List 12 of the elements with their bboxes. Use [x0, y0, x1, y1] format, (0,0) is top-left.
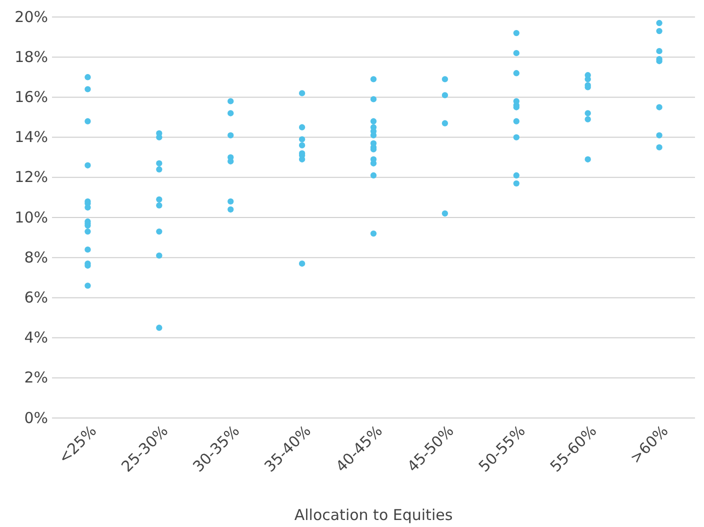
y-tick-label: 18%: [14, 48, 48, 66]
y-tick-label: 4%: [24, 328, 48, 347]
y-tick-label: 12%: [14, 168, 48, 186]
y-tick-label: 10%: [14, 208, 48, 226]
y-tick-label: 8%: [24, 248, 48, 266]
y-tick-label: 16%: [14, 88, 48, 106]
y-tick-label: 2%: [24, 368, 48, 387]
y-tick-label: 14%: [14, 128, 48, 146]
x-axis-title: Allocation to Equities: [294, 506, 453, 524]
y-tick-label: 20%: [14, 8, 48, 26]
y-tick-label: 0%: [24, 408, 48, 427]
y-tick-label: 6%: [24, 288, 48, 306]
